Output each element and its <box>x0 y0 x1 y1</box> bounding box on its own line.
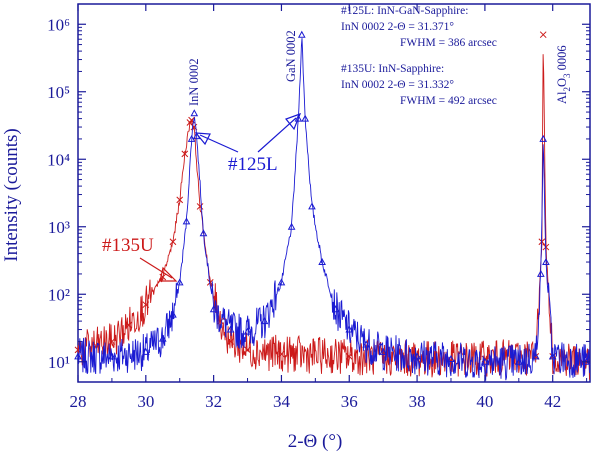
point-135U-7 <box>181 150 189 158</box>
x-tick-label-0: 28 <box>70 392 87 411</box>
point-125L-34 <box>548 352 557 360</box>
point-125L-29 <box>514 357 523 365</box>
point-135U-3 <box>142 301 150 309</box>
peak-label-inn: InN 0002 <box>187 58 201 106</box>
point-125L-20 <box>308 202 316 210</box>
info-135U-fwhm: FWHM = 492 arcsec <box>400 95 497 107</box>
point-125L-26 <box>413 352 421 360</box>
point-125L-0 <box>74 352 82 360</box>
callout-135U: #135U <box>102 235 154 256</box>
point-135U-6 <box>176 196 184 204</box>
point-125L-3 <box>158 334 167 342</box>
point-125L-4 <box>169 310 177 318</box>
point-125L-10 <box>199 229 208 237</box>
point-135U-22 <box>539 31 547 39</box>
x-tick-label-7: 42 <box>544 392 561 411</box>
al2o3-o: O <box>555 78 569 87</box>
peak-label-al2o3: Al2O3 0006 <box>555 45 572 104</box>
info-135U-title: #135U: InN-Sapphire: <box>341 63 444 75</box>
x-tick-label-5: 38 <box>409 392 426 411</box>
point-135U-11 <box>196 203 204 210</box>
point-125L-13 <box>243 327 252 335</box>
point-125L-14 <box>260 317 269 325</box>
point-125L-21 <box>318 258 326 266</box>
axis-ticks-group <box>77 4 590 382</box>
point-125L-19 <box>301 114 310 122</box>
point-125L-2 <box>141 347 150 355</box>
point-125L-27 <box>447 354 455 362</box>
info-125L-peak: InN 0002 2-Θ = 31.371° <box>341 21 454 33</box>
point-125L-30 <box>531 352 540 360</box>
point-125L-12 <box>226 325 235 333</box>
x-axis-label: 2-Θ (°) <box>288 431 343 452</box>
point-135U-16 <box>278 350 285 358</box>
point-125L-17 <box>294 114 303 122</box>
point-125L-16 <box>287 222 296 230</box>
info-125L-title: #125L: InN-GaN-Sapphire: <box>341 5 468 17</box>
al2o3-al: Al <box>555 91 569 104</box>
point-125L-5 <box>175 278 184 286</box>
point-125L-18 <box>297 30 306 38</box>
y-tick-label-4: 10⁵ <box>47 83 70 102</box>
point-125L-25 <box>379 347 388 355</box>
arrow-135U <box>139 257 178 282</box>
point-125L-22 <box>331 305 340 313</box>
x-tick-label-4: 36 <box>341 392 358 411</box>
point-125L-11 <box>209 305 218 313</box>
x-tick-label-6: 40 <box>476 392 493 411</box>
point-135U-2 <box>125 321 133 329</box>
y-tick-label-5: 10⁶ <box>47 15 70 34</box>
point-135U-5 <box>169 238 177 246</box>
y-axis-label: Intensity (counts) <box>1 128 22 262</box>
series-125L-group <box>74 30 591 381</box>
info-135U-peak: InN 0002 2-Θ = 31.332° <box>341 79 454 91</box>
y-tick-label-3: 10⁴ <box>47 150 70 169</box>
y-tick-label-1: 10² <box>48 285 70 304</box>
point-125L-33 <box>542 258 550 266</box>
point-135U-14 <box>227 338 234 345</box>
point-125L-1 <box>108 352 116 360</box>
y-tick-label-2: 10³ <box>48 218 70 237</box>
series-135U-group <box>74 31 590 380</box>
point-125L-28 <box>481 357 489 365</box>
al2o3-0006: 0006 <box>555 45 569 73</box>
x-tick-label-2: 32 <box>205 392 222 411</box>
point-125L-32 <box>539 134 548 142</box>
point-125L-6 <box>182 217 191 225</box>
callout-125L: #125L <box>228 154 278 175</box>
al2o3-sub2: 2 <box>562 87 572 92</box>
point-125L-31 <box>536 269 545 277</box>
point-125L-23 <box>345 325 354 333</box>
arrow-125L-to-inn <box>194 132 239 153</box>
series-line-125L <box>77 38 590 381</box>
al2o3-sub3: 3 <box>562 73 572 78</box>
point-125L-15 <box>277 278 286 286</box>
point-125L-8 <box>190 109 199 117</box>
point-125L-24 <box>362 340 371 348</box>
plot-frame <box>77 3 591 383</box>
point-135U-1 <box>108 338 116 345</box>
peak-label-gan: GaN 0002 <box>284 30 298 82</box>
x-tick-label-1: 30 <box>137 392 154 411</box>
arrow-125L-to-gan <box>257 112 302 153</box>
info-125L-fwhm: FWHM = 386 arcsec <box>400 37 497 49</box>
point-135U-17 <box>345 353 353 360</box>
x-tick-label-3: 34 <box>273 392 291 411</box>
point-135U-15 <box>244 346 251 354</box>
y-tick-label-0: 10¹ <box>48 353 70 372</box>
axis-labels-group: 28 30 32 34 36 38 40 42 10¹ 10² 10³ 10⁴ 10⁵ 10⁶ <box>47 15 561 411</box>
